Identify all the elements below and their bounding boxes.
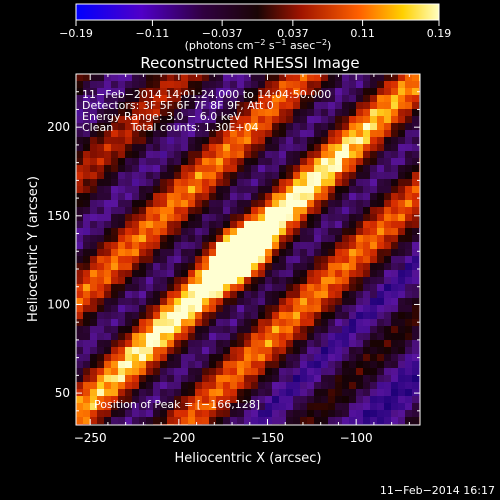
colorbar-tick-label: 0.037: [277, 27, 309, 40]
y-tick-label: 50: [55, 386, 70, 400]
annotation-line: 11−Feb−2014 14:01:24.000 to 14:04:50.000: [82, 88, 331, 101]
x-tick-label: −200: [162, 431, 195, 445]
y-tick-label: 100: [47, 297, 70, 311]
colorbar-units-label: (photons cm−2 s−1 asec−2): [185, 38, 332, 52]
y-axis-label: Heliocentric Y (arcsec): [26, 176, 41, 322]
colorbar-tick-label: 0.11: [350, 27, 375, 40]
x-tick-label: −150: [251, 431, 284, 445]
plot-frame: [75, 73, 421, 426]
y-tick-label: 150: [47, 209, 70, 223]
axis-ticks: −250 −200 −150 −100 50 100 150 200: [47, 74, 420, 445]
x-tick-label: −250: [74, 431, 107, 445]
chart-title: Reconstructed RHESSI Image: [140, 54, 359, 72]
x-axis-label: Heliocentric X (arcsec): [175, 451, 322, 466]
y-tick-label: 200: [47, 120, 70, 134]
annotation-block: 11−Feb−2014 14:01:24.000 to 14:04:50.000…: [82, 88, 331, 134]
annotation-line: Clean Total counts: 1.30E+04: [82, 121, 259, 134]
heatmap-image: [76, 74, 420, 425]
colorbar-tick-label: −0.19: [59, 27, 93, 40]
peak-position-label: Position of Peak = [−166,128]: [94, 398, 260, 411]
footer-timestamp: 11−Feb−2014 16:17: [380, 484, 495, 497]
colorbar: [75, 3, 440, 21]
x-tick-label: −100: [340, 431, 373, 445]
annotation-line: Detectors: 3F 5F 6F 7F 8F 9F, Att 0: [82, 99, 274, 112]
colorbar-tick-label: −0.037: [202, 27, 243, 40]
annotation-line: Energy Range: 3.0 − 6.0 keV: [82, 110, 242, 123]
colorbar-units: (photons cm−2 s−1 asec−2): [185, 38, 332, 52]
colorbar-tick-label: 0.19: [427, 27, 452, 40]
colorbar-tick-label: −0.11: [136, 27, 170, 40]
colorbar-ticks: −0.19 −0.11 −0.037 0.037 0.11 0.19: [59, 20, 451, 40]
